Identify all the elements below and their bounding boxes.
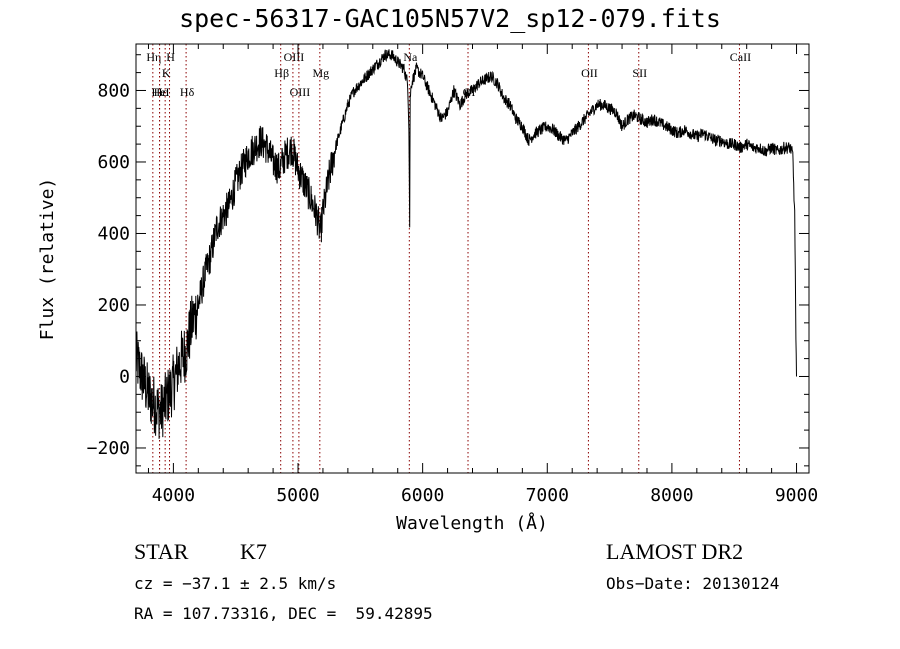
line-label: CaII [730,50,751,64]
x-tick-label: 9000 [775,485,818,506]
line-label: H [166,50,175,64]
x-tick-label: 7000 [526,485,569,506]
line-label: K [162,66,171,80]
redshift-velocity: cz = −37.1 ± 2.5 km/s [134,574,337,593]
spectrum-line [135,49,797,439]
y-tick-label: 0 [119,366,130,387]
plot-frame [135,43,810,474]
x-tick-label: 4000 [152,485,195,506]
y-tick-label: 200 [97,295,130,316]
object-subclass: K7 [240,539,267,564]
y-tick-label: 400 [97,223,130,244]
x-tick-label: 6000 [401,485,444,506]
line-label: OIII [290,85,311,99]
line-label: Hη [146,50,161,64]
line-label: Hε [154,85,168,99]
line-label: OIII [284,50,305,64]
line-label: Na [403,50,418,64]
line-label: Hβ [274,66,289,80]
line-label: HeI [152,85,170,99]
y-axis-label: Flux (relative) [37,178,58,341]
chart-title: spec-56317-GAC105N57V2_sp12-079.fits [179,4,721,33]
line-label: Hδ [180,85,195,99]
x-axis-label: Wavelength (Å) [396,512,548,534]
line-label: SII [632,66,647,80]
x-tick-label: 5000 [276,485,319,506]
series-layer [135,49,797,439]
y-tick-label: 800 [97,80,130,101]
observation-date: Obs−Date: 20130124 [606,574,780,593]
object-class: STAR [134,539,189,564]
y-tick-label: −200 [87,438,130,459]
axis-ticks-layer: 4000 5000 6000 7000 8000 9000 −200 0 200 400 600 80… [87,44,818,506]
line-label: Mg [312,66,329,80]
y-tick-label: 600 [97,152,130,173]
x-tick-label: 8000 [650,485,693,506]
coordinates: RA = 107.73316, DEC = 59.42895 [134,604,433,623]
line-label: OII [581,66,598,80]
survey-name: LAMOST DR2 [606,539,744,564]
